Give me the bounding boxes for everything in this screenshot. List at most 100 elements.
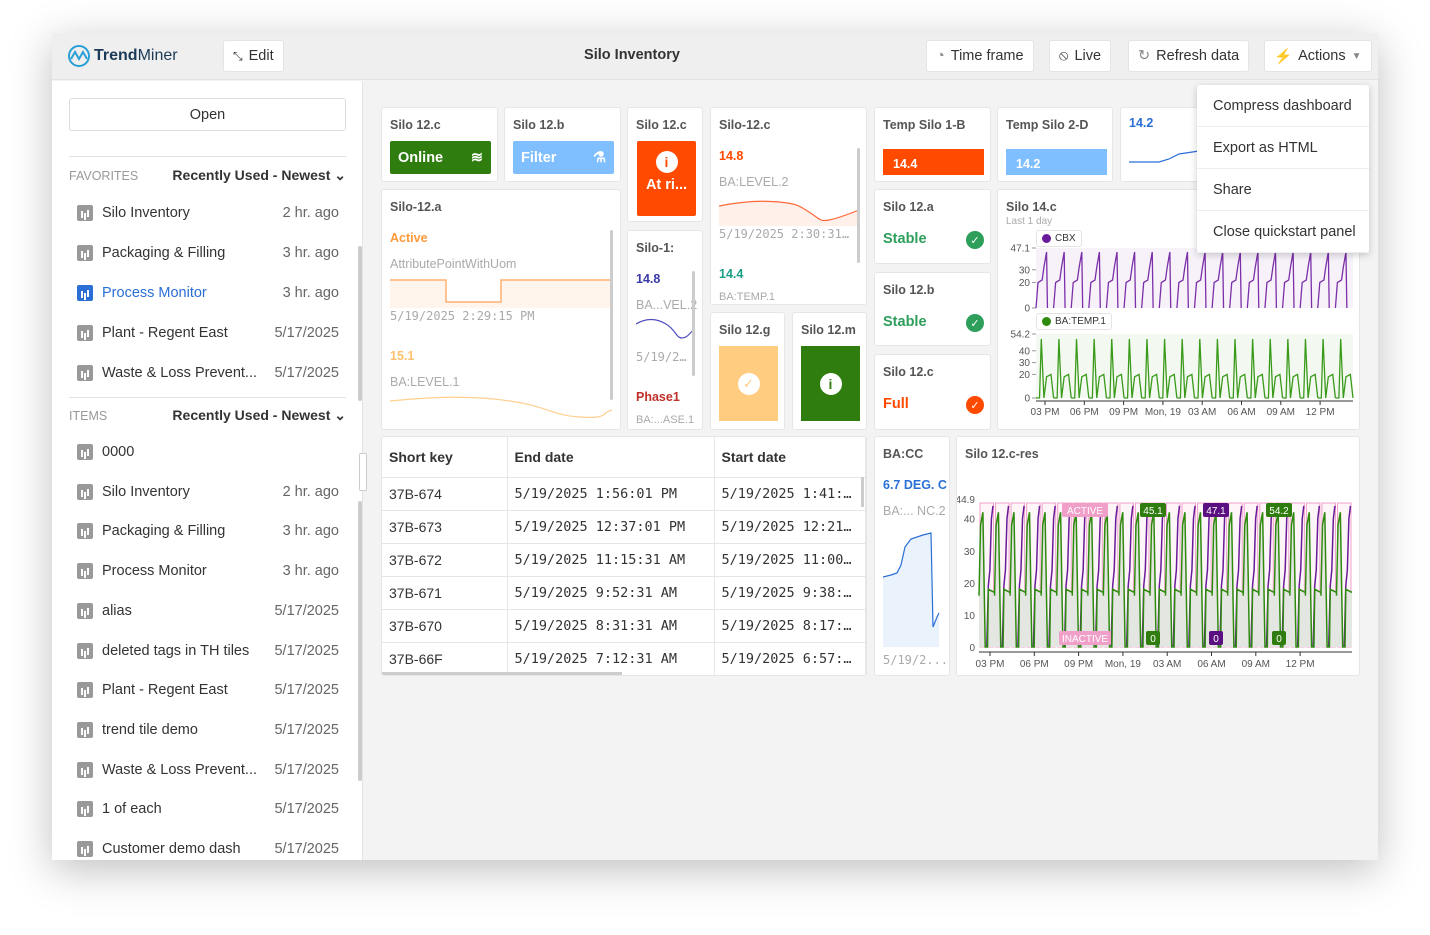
value-label-bg — [1146, 631, 1160, 645]
table-row[interactable]: 37B-674 5/19/2025 1:56:01 PM 5/19/2025 1:4… — [382, 477, 866, 511]
favorites-scrollbar[interactable] — [358, 246, 362, 401]
scrollbar[interactable] — [610, 230, 613, 400]
page-title: Silo Inventory — [584, 47, 680, 63]
dashboard-icon — [77, 483, 93, 500]
x-tick-label: 09 AM — [1242, 659, 1270, 670]
vertical-scrollbar[interactable] — [861, 477, 864, 507]
actions-button[interactable]: ⚡ Actions ▼ — [1264, 40, 1372, 72]
edit-button[interactable]: ⤡ Edit — [223, 40, 284, 72]
menu-item[interactable]: Share — [1197, 169, 1369, 211]
tile-silo-12c-full[interactable]: Silo 12.c Full ✓ — [874, 354, 991, 430]
menu-item[interactable]: Close quickstart panel — [1197, 211, 1369, 253]
table-row[interactable]: 37B-671 5/19/2025 9:52:31 AM 5/19/2025 9:3… — [382, 576, 866, 610]
items-scrollbar[interactable] — [358, 501, 362, 781]
x-tick-label: 03 PM — [1031, 407, 1060, 418]
refresh-data-button[interactable]: ↻ Refresh data — [1128, 40, 1250, 72]
trendminer-logo[interactable]: TrendMiner — [68, 45, 178, 67]
sidebar-item[interactable]: Waste & Loss Prevent... 5/17/2025 — [77, 365, 339, 381]
table-row[interactable]: 37B-670 5/19/2025 8:31:31 AM 5/19/2025 8:1… — [382, 609, 866, 643]
legend-cbx[interactable]: CBX — [1036, 230, 1082, 247]
value-label: 45.1 — [1143, 506, 1163, 517]
table-tile[interactable]: Short key End date Start date 37B-674 5/19/2… — [381, 436, 867, 676]
sidebar-resize-handle[interactable] — [359, 453, 367, 491]
sidebar-item[interactable]: Process Monitor 3 hr. ago — [77, 285, 339, 301]
sidebar-item[interactable]: Customer demo dash 5/17/2025 — [77, 841, 339, 857]
timestamp: 5/19/2025 2:29:15 PM — [390, 309, 535, 323]
x-tick-label: 03 PM — [976, 659, 1005, 670]
sidebar-item[interactable]: 1 of each 5/17/2025 — [77, 801, 339, 818]
items-sort-dropdown[interactable]: Recently Used - Newest ⌄ — [172, 407, 346, 424]
tile-silo-12g[interactable]: Silo 12.g ✓ — [710, 312, 785, 430]
sort-label: Recently Used - Newest — [172, 407, 331, 423]
legend-dot — [1042, 234, 1051, 243]
scrollbar[interactable] — [857, 148, 860, 263]
y-tick-label: 30 — [1019, 358, 1031, 369]
tile-title: Silo 12.m — [801, 323, 856, 337]
table-row[interactable]: 37B-66F 5/19/2025 7:12:31 AM 5/19/2025 6:5… — [382, 642, 866, 675]
value: 14.2 — [1129, 116, 1154, 130]
tile-temp-silo-1b[interactable]: Temp Silo 1-B 14.4 — [874, 107, 991, 182]
tile-silo-14c-chart[interactable]: 47.1 30 20 0 54.2 40 30 20 0 03 PM 06 PM 09 PM Mon, … — [997, 189, 1360, 430]
scrollbar[interactable] — [692, 271, 695, 376]
table-cell: 5/19/2025 11:15:31 AM — [507, 543, 715, 577]
sidebar-item[interactable]: trend tile demo 5/17/2025 — [77, 721, 339, 738]
edit-label: Edit — [248, 48, 274, 64]
horizontal-scrollbar[interactable] — [382, 672, 622, 675]
caret-down-icon: ▼ — [1351, 50, 1362, 62]
tile-silo-12a-trend[interactable]: Silo-12.a Active AttributePointWithUom 5… — [381, 189, 621, 430]
tile-silo-12a-stable[interactable]: Silo 12.a Stable ✓ — [874, 189, 991, 264]
sidebar-item[interactable]: Packaging & Filling 3 hr. ago — [77, 523, 339, 540]
items-header: ITEMS Recently Used - Newest ⌄ — [69, 407, 346, 424]
sidebar-item[interactable]: Process Monitor 3 hr. ago — [77, 563, 339, 580]
tile-silo-12m[interactable]: Silo 12.m i — [792, 312, 867, 430]
item-time: 5/17/2025 — [274, 642, 339, 659]
menu-item[interactable]: Export as HTML — [1197, 127, 1369, 169]
tile-silo-12b-filter[interactable]: Silo 12.b Filter ⚗ — [504, 107, 621, 182]
tile-ba-cc[interactable]: BA:CC 6.7 DEG. C BA:... NC.2 5/19/2... — [874, 436, 950, 676]
dashboard-icon — [77, 801, 93, 818]
trend-chart[interactable]: 44.9 40 30 20 10 0 ACTIVE 45.1 47.1 54.2 INACTIVE 0… — [957, 487, 1360, 676]
tile-silo-12c-res-chart[interactable]: Silo 12.c-res 44.9 40 30 20 10 0 ACTIVE 45.1 47.… — [956, 436, 1360, 676]
column-header[interactable]: Start date — [714, 437, 866, 478]
sidebar-item[interactable]: Packaging & Filling 3 hr. ago — [77, 245, 339, 261]
tile-silo-12c-trend[interactable]: Silo-12.c 14.8 BA:LEVEL.2 5/19/2025 2:30… — [710, 107, 867, 305]
column-header[interactable]: Short key — [382, 437, 508, 478]
favorites-sort-dropdown[interactable]: Recently Used - Newest ⌄ — [172, 167, 346, 184]
gauge-value: 14.4 — [893, 157, 918, 171]
table-row[interactable]: 37B-673 5/19/2025 12:37:01 PM 5/19/2025 12… — [382, 510, 866, 544]
sidebar-item[interactable]: Silo Inventory 2 hr. ago — [77, 205, 339, 221]
tile-silo-12c-at-risk[interactable]: Silo 12.c i At ri... — [627, 107, 703, 222]
sidebar-item[interactable]: Silo Inventory 2 hr. ago — [77, 483, 339, 500]
sidebar-item[interactable]: deleted tags in TH tiles 5/17/2025 — [77, 642, 339, 659]
y-tick-label: 40 — [964, 515, 976, 526]
legend-temp[interactable]: BA:TEMP.1 — [1036, 313, 1112, 330]
y-tick-label: 20 — [1019, 370, 1031, 381]
open-button[interactable]: Open — [69, 98, 346, 131]
item-time: 5/17/2025 — [274, 801, 339, 818]
tile-silo-1-trend[interactable]: Silo-1: 14.8 BA...VEL.2 5/19/2… Phase1 B… — [627, 230, 703, 430]
time-frame-button[interactable]: ◔ Time frame — [926, 40, 1034, 72]
item-time: 5/17/2025 — [274, 365, 339, 381]
live-button[interactable]: ⦸ Live — [1049, 40, 1112, 72]
item-time: 3 hr. ago — [282, 285, 339, 301]
sidebar-item[interactable]: Plant - Regent East 5/17/2025 — [77, 682, 339, 699]
info-icon: i — [655, 151, 678, 173]
tag-name: AttributePointWithUom — [390, 257, 517, 271]
value-label-bg — [1140, 503, 1166, 517]
tile-silo-12b-stable[interactable]: Silo 12.b Stable ✓ — [874, 272, 991, 346]
tile-silo-12c-online[interactable]: Silo 12.c Online ≋ — [381, 107, 498, 182]
item-name: deleted tags in TH tiles — [102, 642, 250, 659]
sidebar-item[interactable]: Waste & Loss Prevent... 5/17/2025 — [77, 761, 339, 778]
column-header[interactable]: End date — [507, 437, 715, 478]
menu-item[interactable]: Compress dashboard — [1197, 85, 1369, 127]
x-tick-label: 06 AM — [1227, 407, 1255, 418]
tile-temp-silo-2d[interactable]: Temp Silo 2-D 14.2 — [997, 107, 1113, 182]
sidebar-item[interactable]: 0000 — [77, 444, 339, 460]
x-tick-label: 09 PM — [1064, 659, 1093, 670]
live-label: Live — [1074, 48, 1102, 64]
table-row[interactable]: 37B-672 5/19/2025 11:15:31 AM 5/19/2025 11… — [382, 543, 866, 577]
dashboard-icon — [77, 563, 93, 580]
sidebar-item[interactable]: alias 5/17/2025 — [77, 602, 339, 619]
sidebar-item[interactable]: Plant - Regent East 5/17/2025 — [77, 325, 339, 341]
